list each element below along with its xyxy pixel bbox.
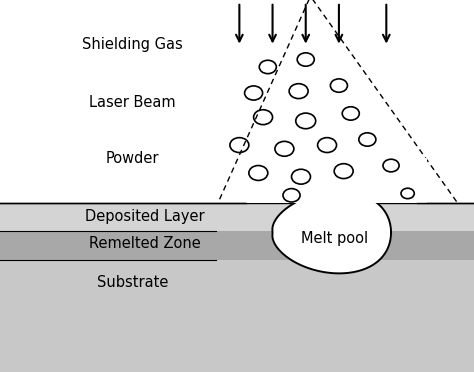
Bar <box>0 260 474 372</box>
Polygon shape <box>273 192 391 273</box>
Bar <box>246 158 427 203</box>
Bar <box>0 203 474 231</box>
Text: Deposited Layer: Deposited Layer <box>85 209 204 224</box>
Text: Melt pool: Melt pool <box>301 231 368 246</box>
Text: Shielding Gas: Shielding Gas <box>82 37 183 52</box>
Bar <box>0 0 474 203</box>
Text: Powder: Powder <box>106 151 159 166</box>
Text: Substrate: Substrate <box>97 275 168 290</box>
Text: Laser Beam: Laser Beam <box>90 95 176 110</box>
Text: Remelted Zone: Remelted Zone <box>89 236 201 251</box>
Bar <box>0 231 474 260</box>
